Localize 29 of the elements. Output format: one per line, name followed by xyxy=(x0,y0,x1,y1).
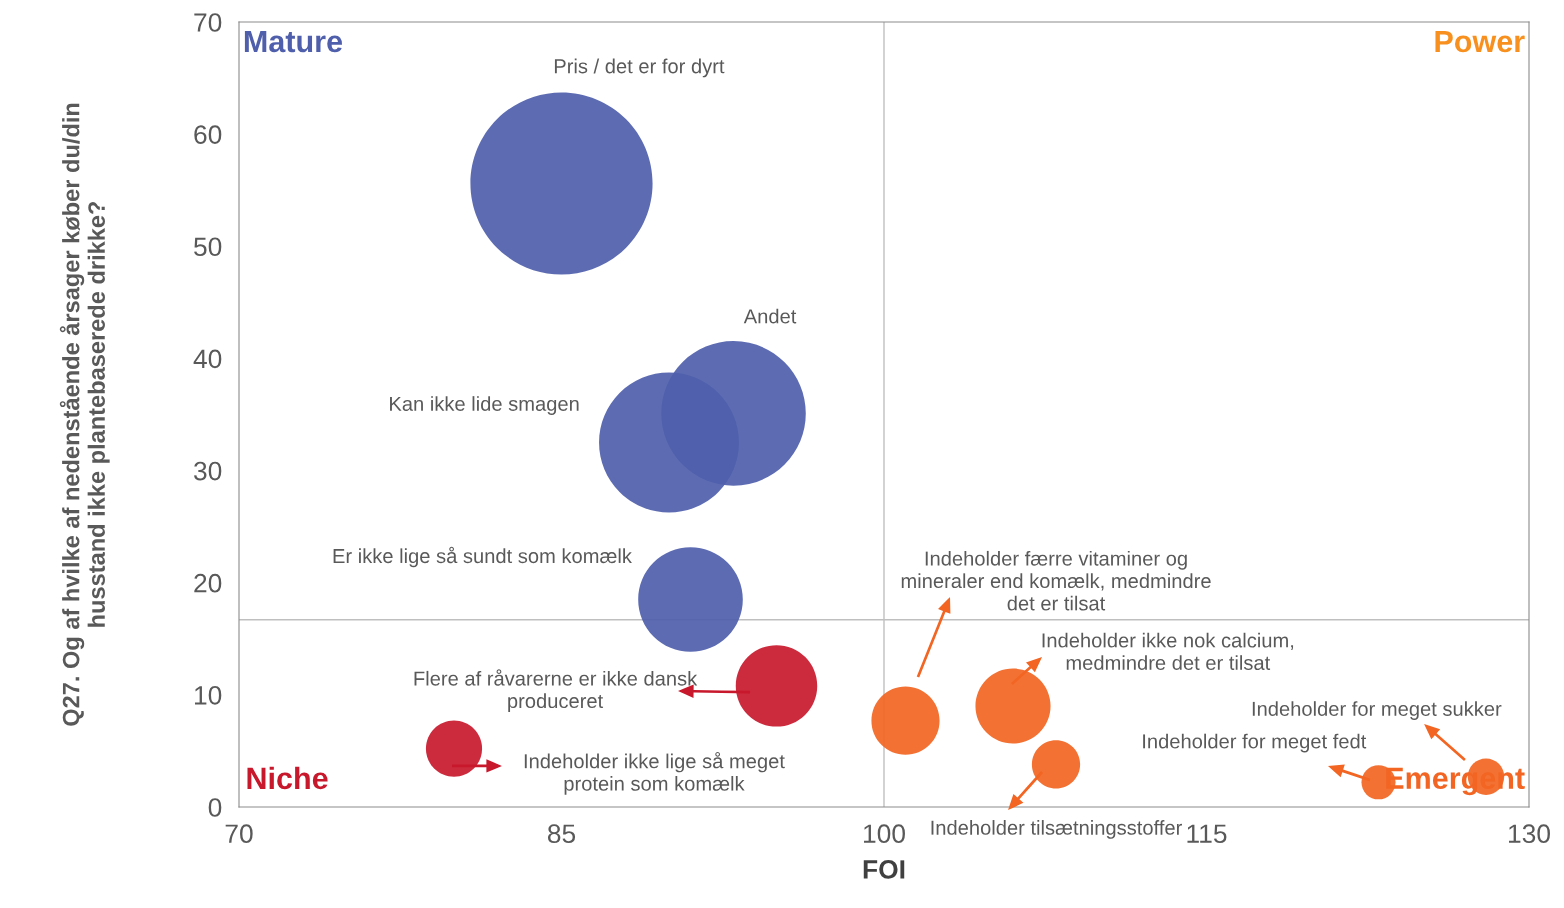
x-tick-label: 115 xyxy=(1187,824,1227,844)
x-tick-label: 70 xyxy=(225,824,253,844)
annotation: Indeholder for meget fedt xyxy=(1143,733,1367,753)
x-tick-label: 85 xyxy=(547,824,576,844)
y-tick-label: 10 xyxy=(195,685,222,705)
text: Indeholder tilsætningsstoffer xyxy=(931,820,1182,839)
x-tick-label: 130 xyxy=(1509,824,1550,844)
x-tick-label: 100 xyxy=(864,824,905,844)
annotation: Indeholder ikke nok calcium, medmindre det er tilsat xyxy=(1042,632,1294,670)
y-tick-label: 20 xyxy=(194,573,222,593)
annotation: Mature xyxy=(244,30,342,53)
annotation: Pris / det er for dyrt xyxy=(554,58,725,78)
y-tick-label: 60 xyxy=(194,125,222,144)
annotation: Flere af råvarerne er ikke dansk produceret xyxy=(414,669,698,713)
y-tick-label: 40 xyxy=(193,349,222,369)
y-tick-label: 30 xyxy=(193,461,222,481)
y-tick-label: 0 xyxy=(208,798,222,817)
y-axis-title: Q27. Og af hvilke af nedenstående årsager køber du/din husstand ikke plantebaserede drikke? xyxy=(59,103,110,726)
annotation: Indeholder ikke lige så meget protein som komælk xyxy=(524,751,785,795)
annotation: Indeholder færre vitaminer og mineraler end komælk, medmindre det er tilsat xyxy=(901,550,1211,611)
annotation: Niche xyxy=(247,766,328,790)
y-tick-label: 50 xyxy=(194,237,222,257)
x-axis-title: FOI xyxy=(863,860,905,879)
y-tick-label: 70 xyxy=(194,13,222,32)
annotation: Kan ikke lide smagen xyxy=(390,396,579,415)
annotation: Power xyxy=(1435,30,1525,53)
annotation: Er ikke lige så sundt som komælk xyxy=(333,546,632,568)
annotation: Andet xyxy=(743,308,797,324)
annotation: Indeholder for meget sukker xyxy=(1252,701,1502,720)
